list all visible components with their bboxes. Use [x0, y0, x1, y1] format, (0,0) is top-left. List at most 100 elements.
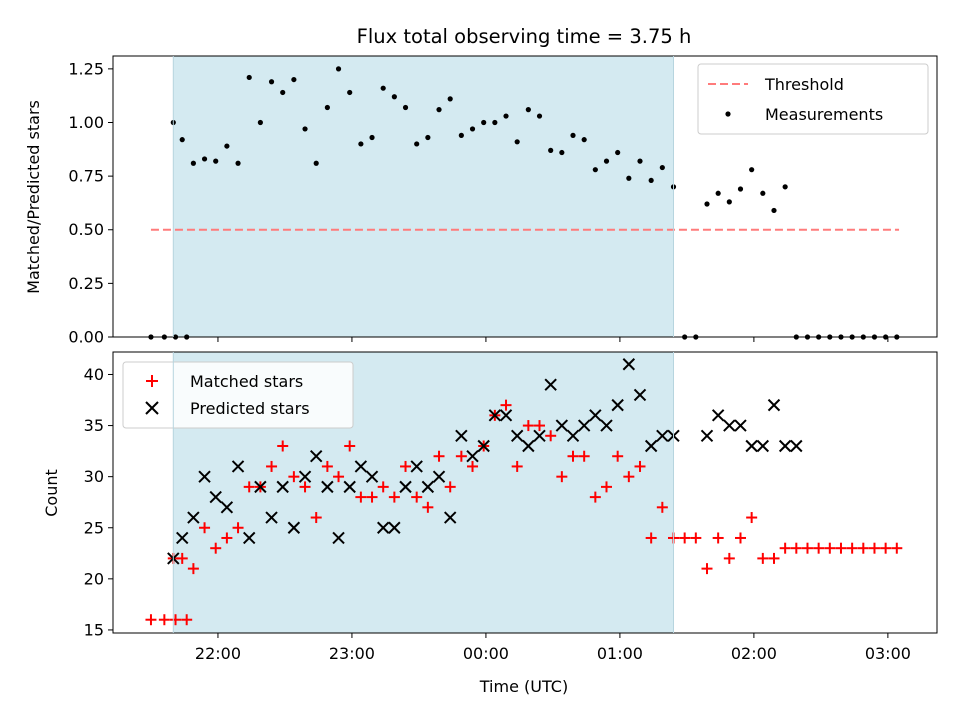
predicted-star-point — [310, 450, 323, 463]
bottom-y-axis-label: Count — [42, 469, 61, 517]
top-axes-frame — [112, 55, 938, 338]
bottom-legend: Matched stars Predicted stars — [122, 361, 354, 429]
bottom-panel: 15 20 25 30 35 40 22:00 23:00 00:00 01:00 02:00 03… — [42, 351, 938, 696]
predicted-star-point — [723, 419, 736, 432]
top-legend-measurements-swatch — [725, 111, 731, 117]
predicted-star-point — [432, 470, 446, 483]
matched-star-point — [723, 552, 735, 564]
top-y-ticks: 0.00 0.25 0.50 0.75 1.00 1.25 — [68, 59, 113, 347]
predicted-x-b — [711, 409, 725, 422]
matched-star-point — [288, 471, 300, 483]
measurement-point — [369, 134, 375, 141]
predicted-star-point — [633, 388, 647, 402]
predicted-x-b — [332, 531, 345, 545]
bottom-ytick-label-2: 25 — [84, 518, 104, 537]
predicted-x-b — [544, 378, 557, 391]
predicted-star-point — [298, 470, 312, 483]
predicted-star-point — [421, 480, 435, 494]
top-legend-measurements-label: Measurements — [765, 105, 883, 124]
matched-star-point — [556, 471, 568, 483]
top-ytick-label-0: 0.00 — [68, 328, 104, 347]
matched-star-point — [779, 542, 791, 554]
predicted-x-b — [276, 480, 289, 494]
measurement-point — [726, 199, 732, 205]
measurement-point — [749, 167, 755, 173]
predicted-star-point — [176, 531, 189, 545]
predicted-x-b — [499, 409, 513, 422]
matched-star-point — [623, 471, 635, 483]
matched-star-point — [857, 542, 869, 554]
measurement-point — [626, 175, 632, 181]
predicted-star-point — [343, 480, 356, 494]
matched-star-point — [612, 450, 624, 462]
matched-star-point — [813, 542, 825, 554]
measurement-point — [268, 79, 275, 85]
measurement-point — [592, 167, 598, 173]
measurement-point — [715, 190, 721, 196]
predicted-star-point — [354, 460, 368, 473]
bottom-x-ticks: 22:00 23:00 00:00 01:00 02:00 03:00 — [195, 633, 911, 663]
matched-star-point — [567, 450, 579, 462]
measurement-point — [637, 158, 643, 164]
predicted-x-b — [354, 460, 368, 473]
matched-star-point — [321, 460, 333, 472]
matched-star-point — [377, 481, 389, 493]
predicted-x-b — [443, 511, 457, 524]
measurement-point — [391, 94, 397, 100]
predicted-x-b — [600, 419, 613, 432]
matched-star-point — [500, 399, 512, 411]
chart-title: Flux total observing time = 3.75 h — [357, 25, 692, 48]
predicted-star-point — [644, 439, 658, 453]
matched-star-point — [522, 420, 534, 432]
bottom-legend-matched-swatch — [146, 375, 158, 387]
matched-star-point — [891, 542, 903, 554]
bottom-legend-predicted-label: Predicted stars — [190, 399, 310, 418]
measurement-point — [447, 96, 453, 102]
matched-star-point — [701, 563, 713, 575]
predicted-star-point — [700, 429, 714, 442]
predicted-x-b — [723, 419, 736, 432]
matched-star-point — [589, 491, 601, 503]
predicted-star-point — [321, 480, 334, 494]
predicted-x-b — [633, 388, 647, 402]
measurement-point — [570, 132, 576, 138]
matched-star-point — [734, 532, 746, 544]
matched-star-point — [645, 532, 657, 544]
bottom-xtick-label-5: 03:00 — [865, 644, 911, 663]
top-ytick-label-5: 1.25 — [68, 59, 104, 78]
predicted-x-b — [298, 470, 312, 483]
matched-star-point — [511, 460, 523, 472]
matched-star-point — [467, 460, 479, 472]
bottom-ytick-label-0: 15 — [84, 620, 104, 639]
measurement-point — [659, 164, 665, 171]
measurement-point — [492, 119, 498, 126]
predicted-star-point — [544, 378, 557, 391]
matched-star-point — [181, 614, 193, 626]
matched-star-point — [176, 552, 188, 564]
predicted-x-b — [198, 470, 211, 483]
bottom-ytick-label-3: 30 — [84, 467, 104, 486]
matched-star-point — [578, 450, 590, 462]
top-y-axis-label: Matched/Predicted stars — [24, 100, 43, 294]
matched-star-point — [400, 460, 412, 472]
predicted-star-point — [589, 409, 602, 422]
matched-star-point — [299, 481, 311, 493]
top-ytick-label-4: 1.00 — [68, 113, 104, 132]
bottom-legend-matched-label: Matched stars — [190, 372, 303, 391]
matched-star-point — [310, 512, 322, 524]
measurement-point — [615, 149, 621, 156]
measurement-point — [760, 190, 766, 196]
matched-star-point — [835, 542, 847, 554]
predicted-star-point — [611, 398, 624, 412]
predicted-star-point — [276, 480, 289, 494]
predicted-star-point — [566, 429, 580, 442]
top-ytick-label-2: 0.50 — [68, 220, 104, 239]
top-legend: Threshold Measurements — [697, 63, 929, 135]
matched-star-point — [656, 501, 668, 513]
predicted-star-point — [756, 439, 770, 453]
bottom-x-axis-label: Time (UTC) — [479, 677, 568, 696]
predicted-star-point — [332, 531, 345, 545]
predicted-star-point — [455, 429, 468, 442]
predicted-x-b — [254, 480, 267, 494]
